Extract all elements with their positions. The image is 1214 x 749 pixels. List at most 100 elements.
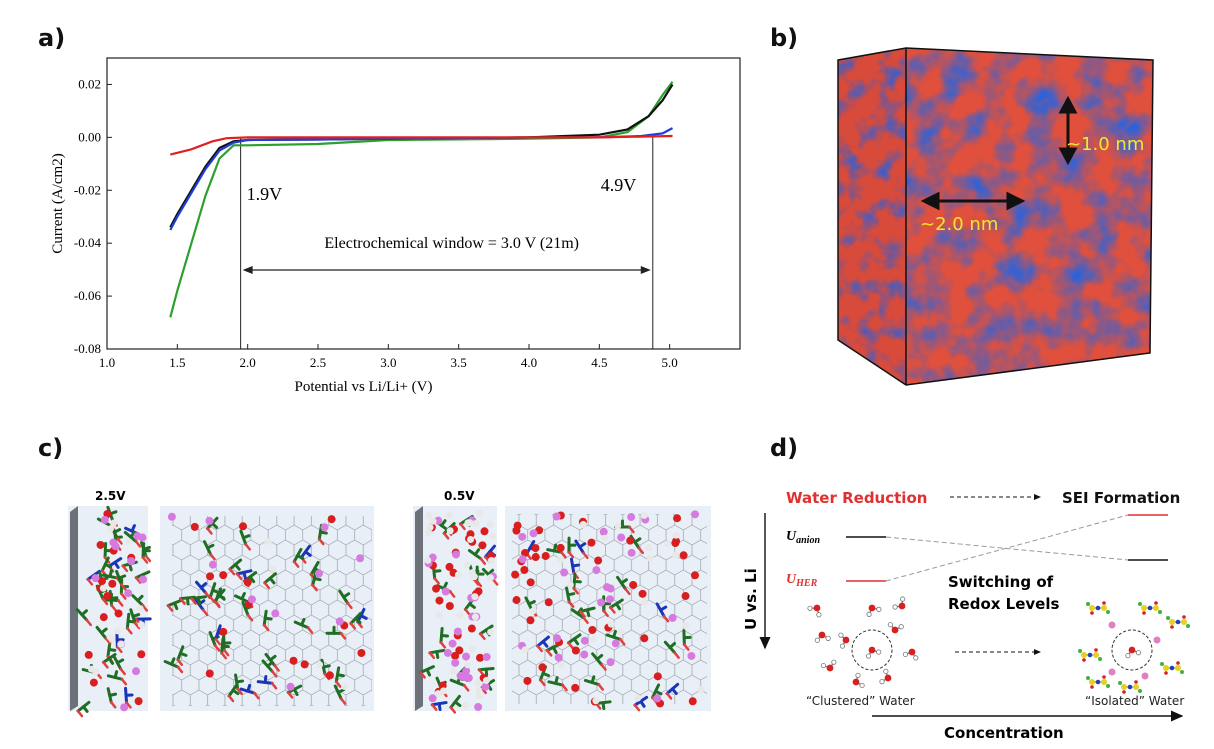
atom (557, 661, 565, 669)
atom (264, 538, 272, 546)
atom (489, 532, 497, 540)
x-tick-label: 1.5 (169, 355, 185, 370)
atom (611, 639, 620, 648)
arrow-head-right (1006, 191, 1026, 211)
atom (589, 636, 597, 644)
voltage-0-5: 0.5V (444, 489, 475, 503)
atom (451, 658, 460, 667)
x-tick-label: 3.0 (380, 355, 396, 370)
atom (138, 533, 147, 542)
atom (113, 627, 121, 635)
anion-molecule (682, 629, 692, 651)
atom (108, 579, 117, 588)
atom (316, 661, 324, 669)
atom (579, 521, 587, 529)
atom (137, 650, 146, 659)
atom (653, 672, 662, 681)
switching-line-2: Redox Levels (948, 595, 1059, 613)
atom (688, 697, 697, 706)
annotation-window: Electrochemical window = 3.0 V (21m) (324, 235, 579, 252)
svg-text:Uanion: Uanion (786, 529, 820, 546)
atom (432, 584, 441, 593)
anion-molecule (141, 541, 151, 564)
atom (482, 652, 491, 661)
atom (167, 512, 176, 521)
atom (626, 536, 635, 545)
atom (219, 571, 228, 580)
label-2nm: ~2.0 nm (920, 214, 998, 235)
anion-molecule (202, 540, 216, 561)
u-anion-symbol: U (786, 529, 797, 544)
atom (529, 529, 538, 538)
atom (531, 553, 540, 562)
sei-formation-label: SEI Formation (1062, 489, 1180, 507)
u-her-symbol: U (786, 572, 797, 587)
atom (300, 660, 309, 669)
atom (518, 532, 527, 541)
anion-molecule (262, 609, 273, 632)
anion-molecule (1138, 601, 1162, 615)
atom (327, 515, 336, 524)
water-molecule (892, 596, 906, 610)
atom (538, 663, 547, 672)
atom (541, 551, 550, 560)
anion-molecule (256, 675, 278, 690)
anion-molecule (1118, 680, 1142, 694)
atom (356, 554, 365, 563)
atom (139, 575, 148, 584)
anion-molecule (325, 625, 347, 640)
atom (96, 540, 105, 549)
atom (512, 596, 521, 605)
concentration-label: Concentration (944, 724, 1064, 742)
atom (435, 596, 444, 605)
atom (97, 577, 106, 586)
atom (453, 627, 462, 636)
atom (134, 697, 143, 706)
atom (592, 697, 600, 705)
anion-molecule (239, 529, 252, 551)
atom (315, 569, 324, 578)
atom (474, 702, 483, 711)
anion-molecule (1086, 601, 1110, 615)
atom (289, 656, 298, 665)
svg-text:UHER: UHER (786, 572, 818, 589)
anion-molecule (166, 598, 183, 612)
atom (571, 646, 580, 655)
isolated-water-label: “Isolated” Water (1085, 694, 1184, 708)
u-her-subscript: HER (795, 578, 817, 589)
atom (84, 650, 93, 659)
atom (594, 556, 603, 565)
anion-molecule (115, 569, 127, 591)
anion-molecule (124, 686, 134, 709)
anion-molecule (228, 558, 243, 576)
atom (127, 557, 136, 566)
atom (136, 605, 144, 613)
atom (480, 527, 489, 536)
y-tick-label: -0.04 (74, 235, 102, 250)
atom (117, 640, 125, 648)
anion-molecule (106, 687, 118, 709)
window-arrow-head-left (242, 266, 253, 274)
atom (114, 609, 123, 618)
atom (107, 525, 115, 533)
anion-molecule (125, 612, 136, 635)
water-molecule (814, 631, 831, 643)
atom (597, 598, 606, 607)
atom (190, 522, 199, 531)
anion-molecule (572, 572, 582, 595)
li-ion (1108, 668, 1116, 676)
atom (205, 669, 214, 678)
atom (544, 598, 553, 607)
anion-molecule (665, 682, 680, 700)
anion-molecule (477, 667, 495, 677)
anion-molecule (75, 608, 93, 627)
atom (697, 686, 705, 694)
atom (475, 692, 483, 700)
atom (481, 682, 490, 691)
anion-molecule (605, 629, 626, 646)
arrow-head-down (1058, 147, 1078, 166)
atom (640, 511, 648, 519)
atom (471, 593, 479, 601)
